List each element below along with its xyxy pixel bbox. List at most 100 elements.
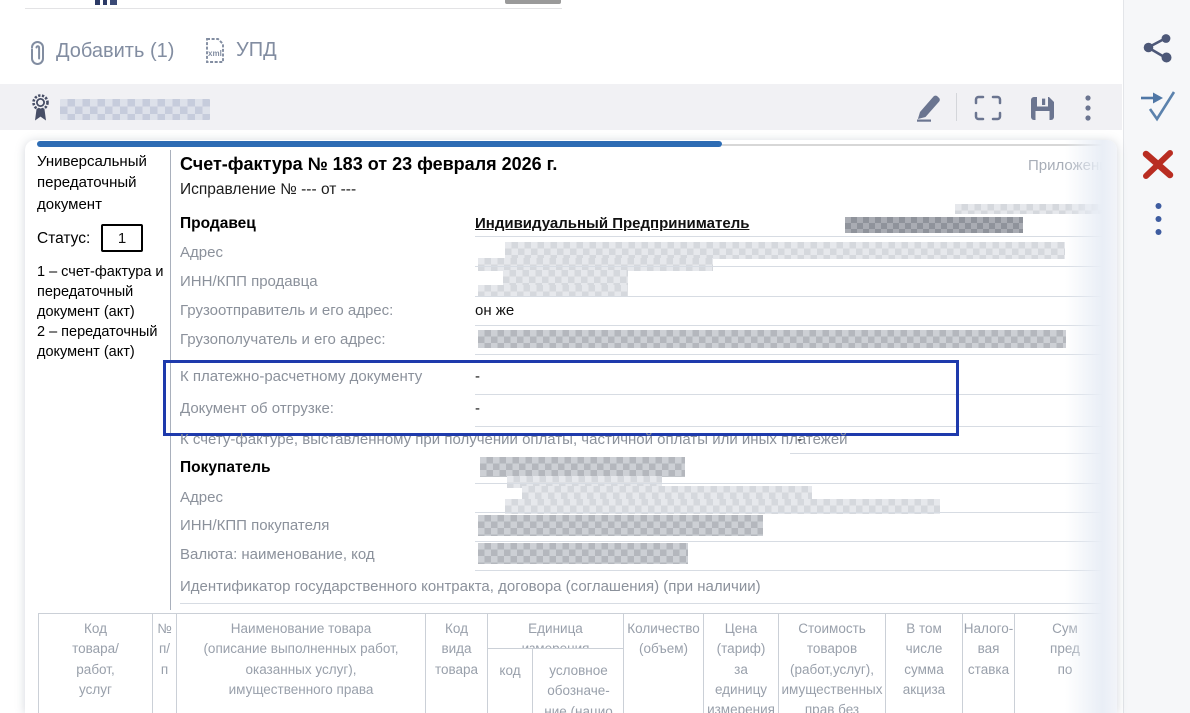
field-label-advance-invoice: К счету-фактуре, выставленному при получ… bbox=[180, 431, 848, 448]
save-icon bbox=[1028, 94, 1057, 123]
field-underline bbox=[790, 453, 1113, 454]
field-label-buyer-inn: ИНН/КПП покупателя bbox=[180, 517, 330, 534]
table-header-unit-symbol: условное обозначе- ние (нацио bbox=[532, 648, 625, 713]
table-header-unit-group: Единица измерения bbox=[487, 613, 624, 649]
field-underline bbox=[475, 483, 1113, 484]
add-attachment-label: Добавить (1) bbox=[56, 40, 175, 62]
redacted-block bbox=[507, 476, 662, 488]
redacted-block bbox=[503, 270, 628, 285]
status-value: 1 bbox=[117, 229, 127, 247]
redacted-signer-name bbox=[60, 99, 210, 120]
status-label: Статус: bbox=[37, 230, 91, 247]
field-underline bbox=[475, 236, 1113, 237]
document-card: Универсальный передаточный документ Стат… bbox=[25, 140, 1117, 713]
redacted-block bbox=[478, 543, 688, 564]
table-header-product-code: Код товара/ работ, услуг bbox=[38, 613, 153, 713]
field-underline bbox=[180, 603, 1113, 604]
field-value-seller: Индивидуальный Предприниматель bbox=[475, 215, 750, 232]
table-header-cost: Стоимость товаров (работ,услуг), имущест… bbox=[778, 613, 886, 713]
edit-button[interactable] bbox=[910, 92, 946, 122]
redacted-block bbox=[522, 486, 812, 499]
toolbar-divider bbox=[956, 93, 957, 121]
rail-more-button[interactable] bbox=[1148, 200, 1168, 240]
field-underline bbox=[475, 266, 1113, 267]
more-button[interactable] bbox=[1078, 93, 1098, 123]
kebab-icon bbox=[1155, 202, 1162, 238]
field-label-currency: Валюта: наименование, код bbox=[180, 546, 375, 563]
certificate-icon bbox=[29, 92, 52, 122]
field-value-consignor: он же bbox=[475, 302, 515, 319]
action-rail bbox=[1123, 0, 1190, 713]
close-x-icon bbox=[1141, 147, 1175, 181]
field-underline bbox=[475, 325, 1113, 326]
table-header-tax-rate: Налого- вая ставка bbox=[962, 613, 1015, 713]
kebab-icon bbox=[1085, 94, 1091, 122]
field-label-seller-address: Адрес bbox=[180, 244, 223, 261]
top-cut-fragment bbox=[95, 0, 100, 5]
field-underline bbox=[475, 394, 1113, 395]
expand-icon bbox=[974, 95, 1002, 121]
highlight-box bbox=[163, 360, 959, 436]
upd-label: УПД bbox=[236, 39, 277, 61]
redacted-block bbox=[505, 499, 940, 514]
table-header-unit-code: код bbox=[487, 648, 533, 713]
pencil-icon bbox=[912, 92, 944, 122]
redacted-block bbox=[478, 258, 713, 271]
reject-button[interactable] bbox=[1140, 146, 1176, 182]
share-icon bbox=[1142, 32, 1174, 64]
field-value-payment-doc: - bbox=[475, 368, 480, 385]
redacted-block bbox=[845, 217, 1023, 233]
redacted-block bbox=[478, 330, 1066, 348]
field-underline bbox=[475, 541, 1113, 542]
xml-file-icon: xml bbox=[203, 36, 227, 65]
table-header-tax-sum: Сум пред по bbox=[1014, 613, 1116, 713]
appendix-label: Приложени bbox=[1028, 157, 1108, 174]
share-button[interactable] bbox=[1140, 30, 1176, 66]
field-label-gov-contract: Идентификатор государственного контракта… bbox=[180, 578, 761, 595]
table-header-excise: В том числе сумма акциза bbox=[885, 613, 963, 713]
top-cut-fragment bbox=[110, 0, 117, 5]
paperclip-icon bbox=[28, 38, 47, 65]
table-header-price: Цена (тариф) за единицу измерения bbox=[703, 613, 779, 713]
redacted-block bbox=[505, 242, 1065, 259]
field-underline bbox=[475, 426, 1113, 427]
table-header-item-name: Наименование товара (описание выполненны… bbox=[176, 613, 426, 713]
field-value-advance-invoice: - bbox=[797, 431, 802, 448]
field-underline bbox=[475, 296, 1113, 297]
fullscreen-button[interactable] bbox=[972, 94, 1004, 122]
top-divider bbox=[25, 8, 562, 9]
table-header-row-number: № п/ п bbox=[152, 613, 177, 713]
field-value-shipment-doc: - bbox=[475, 400, 480, 417]
field-label-consignee: Грузополучатель и его адрес: bbox=[180, 331, 386, 348]
field-label-shipment-doc: Документ об отгрузке: bbox=[180, 400, 334, 417]
field-underline bbox=[475, 354, 1113, 355]
add-attachment-button[interactable]: Добавить (1) bbox=[28, 38, 174, 65]
status-value-box: 1 bbox=[101, 224, 143, 252]
redacted-block bbox=[480, 457, 685, 477]
doc-sidebar-divider bbox=[170, 150, 171, 610]
field-label-consignor: Грузоотправитель и его адрес: bbox=[180, 302, 394, 319]
table-header-quantity: Количество (объем) bbox=[623, 613, 704, 713]
field-label-seller: Продавец bbox=[180, 215, 256, 232]
correction-label: Исправление № --- от --- bbox=[180, 181, 357, 198]
approve-button[interactable] bbox=[1138, 86, 1178, 126]
field-underline bbox=[475, 512, 1113, 513]
upd-button[interactable]: xml УПД bbox=[203, 36, 277, 65]
svg-text:xml: xml bbox=[208, 49, 222, 58]
scrollbar-thumb[interactable] bbox=[505, 0, 561, 4]
doc-scrollbar-track bbox=[722, 144, 1105, 146]
field-label-seller-inn: ИНН/КПП продавца bbox=[180, 273, 318, 290]
check-arrow-icon bbox=[1139, 88, 1177, 124]
redacted-block bbox=[478, 515, 763, 536]
table-header-product-type-code: Код вида товара bbox=[425, 613, 488, 713]
items-table: Код товара/ работ, услуг № п/ п Наименов… bbox=[38, 613, 1116, 713]
redacted-block bbox=[478, 285, 628, 297]
doc-title: Счет-фактура № 183 от 23 февраля 2026 г. bbox=[180, 154, 558, 174]
field-label-buyer: Покупатель bbox=[180, 459, 271, 476]
save-button[interactable] bbox=[1025, 93, 1059, 123]
doc-scrollbar-thumb[interactable] bbox=[37, 141, 722, 147]
certificate-bar bbox=[0, 84, 1122, 130]
status-legend: 1 – счет-фактура и передаточный документ… bbox=[37, 264, 164, 360]
doc-type-label: Универсальный передаточный документ bbox=[37, 153, 147, 213]
field-label-payment-doc: К платежно-расчетному документу bbox=[180, 368, 423, 385]
